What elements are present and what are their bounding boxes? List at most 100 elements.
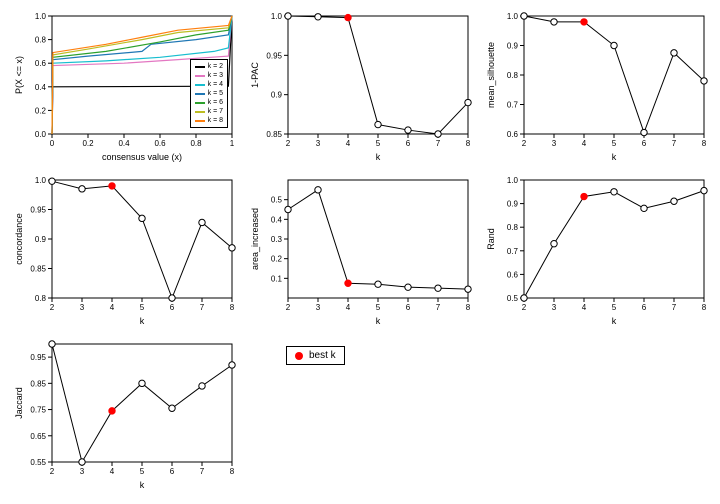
svg-text:5: 5	[140, 303, 145, 312]
metric-point	[49, 178, 55, 184]
svg-text:0.9: 0.9	[271, 91, 283, 100]
svg-text:8: 8	[230, 467, 235, 476]
svg-text:consensus value (x): consensus value (x)	[102, 152, 182, 162]
svg-text:0.9: 0.9	[35, 235, 47, 244]
svg-text:3: 3	[316, 139, 321, 148]
metric-point	[375, 281, 381, 287]
svg-text:0.7: 0.7	[507, 247, 519, 256]
svg-text:0.2: 0.2	[35, 106, 47, 115]
svg-text:Jaccard: Jaccard	[14, 387, 24, 419]
metric-line	[52, 344, 232, 462]
svg-text:5: 5	[612, 303, 617, 312]
concordance-chart: 23456780.80.850.90.951.0kconcordance	[10, 174, 238, 330]
metric-point	[465, 99, 471, 105]
best-k-point	[581, 193, 587, 199]
ecdf-legend: k = 2k = 3k = 4k = 5k = 6k = 7k = 8	[190, 59, 228, 128]
metric-point	[641, 205, 647, 211]
svg-text:0.85: 0.85	[30, 379, 46, 388]
svg-text:0.95: 0.95	[266, 51, 282, 60]
svg-text:mean_silhouette: mean_silhouette	[486, 42, 496, 108]
svg-text:6: 6	[406, 303, 411, 312]
svg-text:7: 7	[200, 467, 205, 476]
best-k-point	[345, 14, 351, 20]
svg-text:4: 4	[346, 303, 351, 312]
svg-text:1-PAC: 1-PAC	[250, 62, 260, 88]
metric-point	[199, 219, 205, 225]
metric-point	[701, 187, 707, 193]
svg-text:4: 4	[582, 303, 587, 312]
svg-text:8: 8	[230, 303, 235, 312]
metric-point	[139, 380, 145, 386]
metric-point	[315, 187, 321, 193]
svg-text:0.5: 0.5	[507, 294, 519, 303]
metric-point	[671, 198, 677, 204]
svg-text:5: 5	[376, 139, 381, 148]
metric-point	[465, 286, 471, 292]
svg-text:0.6: 0.6	[507, 130, 519, 139]
svg-text:k: k	[612, 316, 617, 326]
metric-point	[551, 19, 557, 25]
svg-text:0.2: 0.2	[271, 255, 283, 264]
svg-text:0.95: 0.95	[30, 206, 46, 215]
svg-text:3: 3	[552, 139, 557, 148]
metric-point	[405, 284, 411, 290]
metric-point	[521, 295, 527, 301]
metric-point	[611, 42, 617, 48]
svg-text:0.6: 0.6	[35, 59, 47, 68]
svg-text:8: 8	[466, 139, 471, 148]
best-k-point	[109, 408, 115, 414]
svg-text:6: 6	[170, 467, 175, 476]
metric-point	[285, 13, 291, 19]
svg-text:area_increased: area_increased	[250, 208, 260, 270]
svg-text:5: 5	[140, 467, 145, 476]
svg-text:7: 7	[672, 303, 677, 312]
svg-text:concordance: concordance	[14, 213, 24, 265]
svg-text:1.0: 1.0	[507, 12, 519, 21]
svg-text:0.8: 0.8	[507, 71, 519, 80]
metric-point	[551, 241, 557, 247]
svg-text:4: 4	[582, 139, 587, 148]
svg-text:4: 4	[110, 467, 115, 476]
metric-point	[229, 362, 235, 368]
mean_silhouette-chart: 23456780.60.70.80.91.0kmean_silhouette	[482, 10, 710, 166]
bestk-legend: best k	[286, 346, 345, 365]
svg-text:P(X <= x): P(X <= x)	[14, 56, 24, 94]
bestk-dot	[295, 352, 303, 360]
svg-text:k: k	[612, 152, 617, 162]
svg-text:4: 4	[110, 303, 115, 312]
svg-text:3: 3	[552, 303, 557, 312]
svg-text:k: k	[140, 480, 145, 490]
svg-text:0.55: 0.55	[30, 458, 46, 467]
metric-point	[79, 186, 85, 192]
area_increased-chart: 23456780.10.20.30.40.5karea_increased	[246, 174, 474, 330]
svg-text:3: 3	[80, 303, 85, 312]
metric-point	[611, 189, 617, 195]
svg-text:0.0: 0.0	[35, 130, 47, 139]
svg-text:2: 2	[286, 139, 291, 148]
svg-text:0.4: 0.4	[271, 215, 283, 224]
metric-point	[169, 405, 175, 411]
svg-text:0.8: 0.8	[35, 294, 47, 303]
metric-point	[139, 215, 145, 221]
best-k-point	[345, 280, 351, 286]
svg-text:1: 1	[230, 139, 235, 148]
svg-text:8: 8	[702, 139, 707, 148]
svg-text:0.6: 0.6	[507, 270, 519, 279]
svg-text:0.8: 0.8	[507, 223, 519, 232]
svg-text:2: 2	[50, 303, 55, 312]
svg-text:7: 7	[436, 139, 441, 148]
svg-text:0.4: 0.4	[35, 83, 47, 92]
svg-text:3: 3	[80, 467, 85, 476]
metric-point	[405, 127, 411, 133]
svg-text:2: 2	[522, 303, 527, 312]
metric-line	[288, 16, 468, 134]
svg-text:0.7: 0.7	[507, 101, 519, 110]
metric-point	[641, 129, 647, 135]
ecdf-chart: 00.20.40.60.810.00.20.40.60.81.0consensu…	[10, 10, 238, 166]
svg-text:2: 2	[286, 303, 291, 312]
svg-text:8: 8	[702, 303, 707, 312]
svg-text:k: k	[376, 152, 381, 162]
Jaccard-chart: 23456780.550.650.750.850.95kJaccard	[10, 338, 238, 494]
svg-text:7: 7	[672, 139, 677, 148]
metric-point	[701, 78, 707, 84]
